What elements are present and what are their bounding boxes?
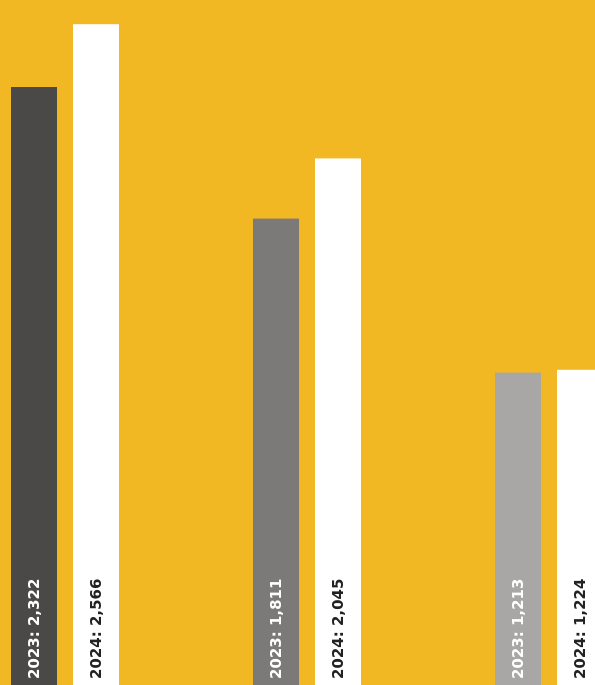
bar-value-label: 2023: 2,322 (25, 579, 43, 679)
bar-value-label: 2024: 2,566 (87, 579, 105, 679)
bar-value-label: 2024: 2,045 (329, 579, 347, 679)
bar-value-label: 2023: 1,213 (509, 579, 527, 679)
bar-2023-group-2 (253, 218, 299, 685)
bar-value-label: 2023: 1,811 (267, 579, 285, 679)
bar-2023-group-3 (495, 372, 541, 685)
bar-2024-group-2 (315, 158, 361, 685)
bar-value-label: 2024: 1,224 (571, 579, 589, 679)
bar-2023-group-1 (11, 87, 57, 685)
bar-2024-group-1 (73, 24, 119, 685)
bar-2024-group-3 (557, 369, 595, 685)
